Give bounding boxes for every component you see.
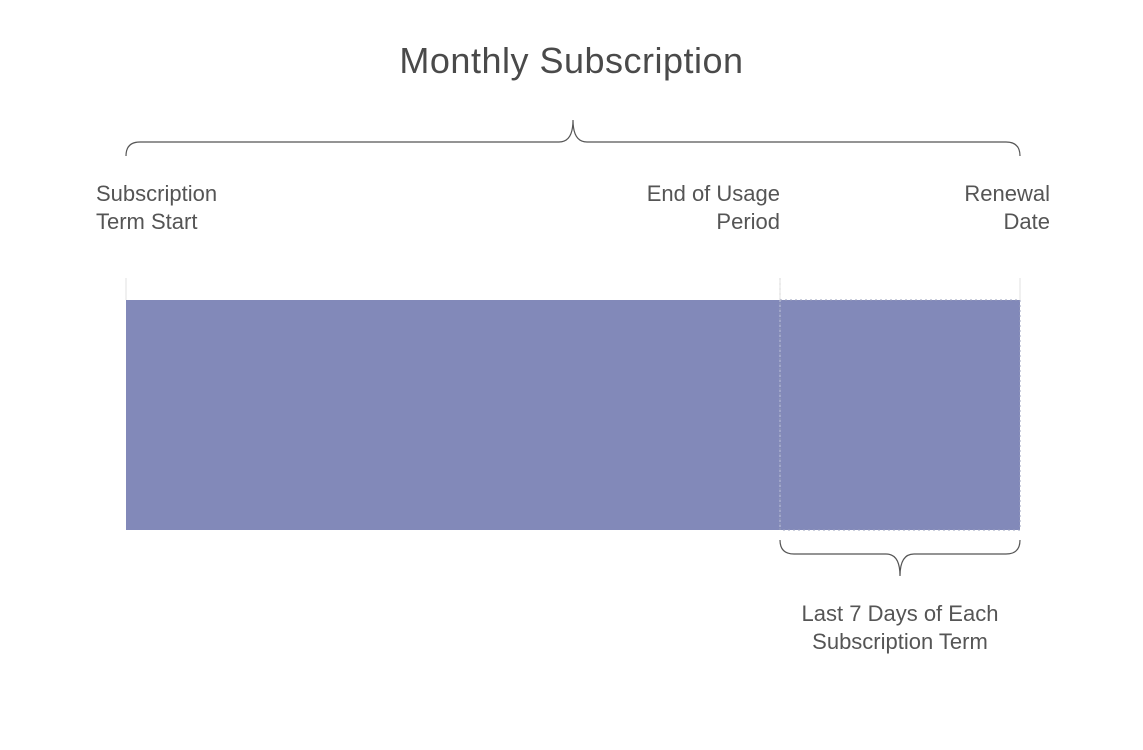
diagram-svg <box>0 0 1143 750</box>
top-brace <box>126 120 1020 156</box>
bottom-brace <box>780 540 1020 576</box>
diagram-stage: Monthly Subscription SubscriptionTerm St… <box>0 0 1143 750</box>
usage-period-bar <box>126 300 1020 530</box>
